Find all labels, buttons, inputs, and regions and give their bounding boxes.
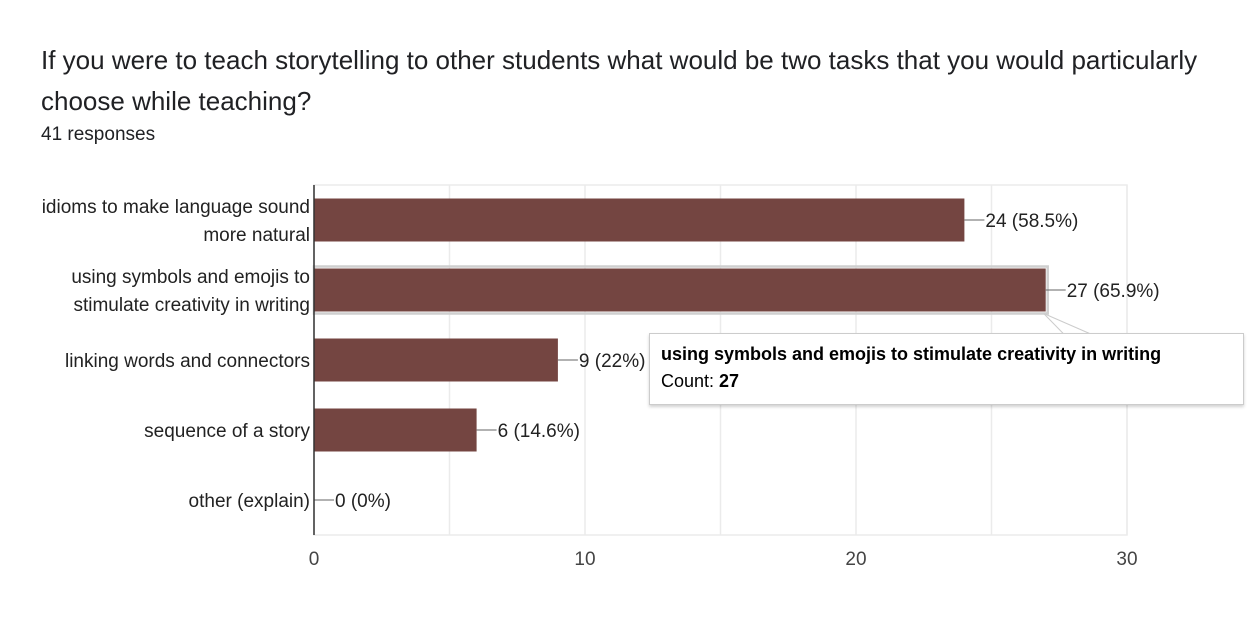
data-label: 24 (58.5%) (985, 211, 1078, 232)
x-tick-label: 0 (309, 549, 320, 570)
category-label-line: stimulate creativity in writing (73, 295, 310, 316)
category-label: other (explain) (189, 491, 310, 512)
category-label-line: linking words and connectors (65, 351, 310, 372)
bar (314, 408, 477, 452)
bar (314, 198, 965, 242)
bar (314, 268, 1046, 312)
data-label: 27 (65.9%) (1067, 281, 1160, 302)
category-label: sequence of a story (144, 421, 310, 442)
chart-title: If you were to teach storytelling to oth… (41, 45, 1198, 116)
category-label-line: more natural (203, 225, 310, 246)
tooltip-count-row: Count: 27 (661, 371, 1232, 392)
category-label: idioms to make language sound more natura… (42, 197, 310, 246)
x-tick-label: 20 (845, 549, 866, 570)
category-label: using symbols and emojis to stimulate cre… (71, 267, 310, 316)
x-tick-label: 10 (574, 549, 595, 570)
bar (314, 338, 558, 382)
tooltip-count-value: 27 (719, 371, 740, 391)
data-label: 6 (14.6%) (498, 421, 580, 442)
response-count: 41 responses (41, 124, 156, 145)
tooltip-count-label: Count: (661, 371, 715, 391)
category-label-line: using symbols and emojis to (71, 267, 310, 288)
tooltip-pointer (1043, 313, 1091, 335)
category-label: linking words and connectors (65, 351, 310, 372)
category-label-line: other (explain) (189, 491, 310, 512)
data-label: 0 (0%) (335, 491, 391, 512)
category-label-line: idioms to make language sound (42, 197, 310, 218)
tooltip-title: using symbols and emojis to stimulate cr… (661, 344, 1162, 364)
chart-tooltip: using symbols and emojis to stimulate cr… (649, 333, 1244, 405)
category-label-line: sequence of a story (144, 421, 310, 442)
x-tick-label: 30 (1116, 549, 1137, 570)
bars (312, 198, 1049, 452)
data-label: 9 (22%) (579, 351, 646, 372)
labels: 0 10 20 30 24 (58.5%) idioms to make language… (42, 185, 1160, 570)
